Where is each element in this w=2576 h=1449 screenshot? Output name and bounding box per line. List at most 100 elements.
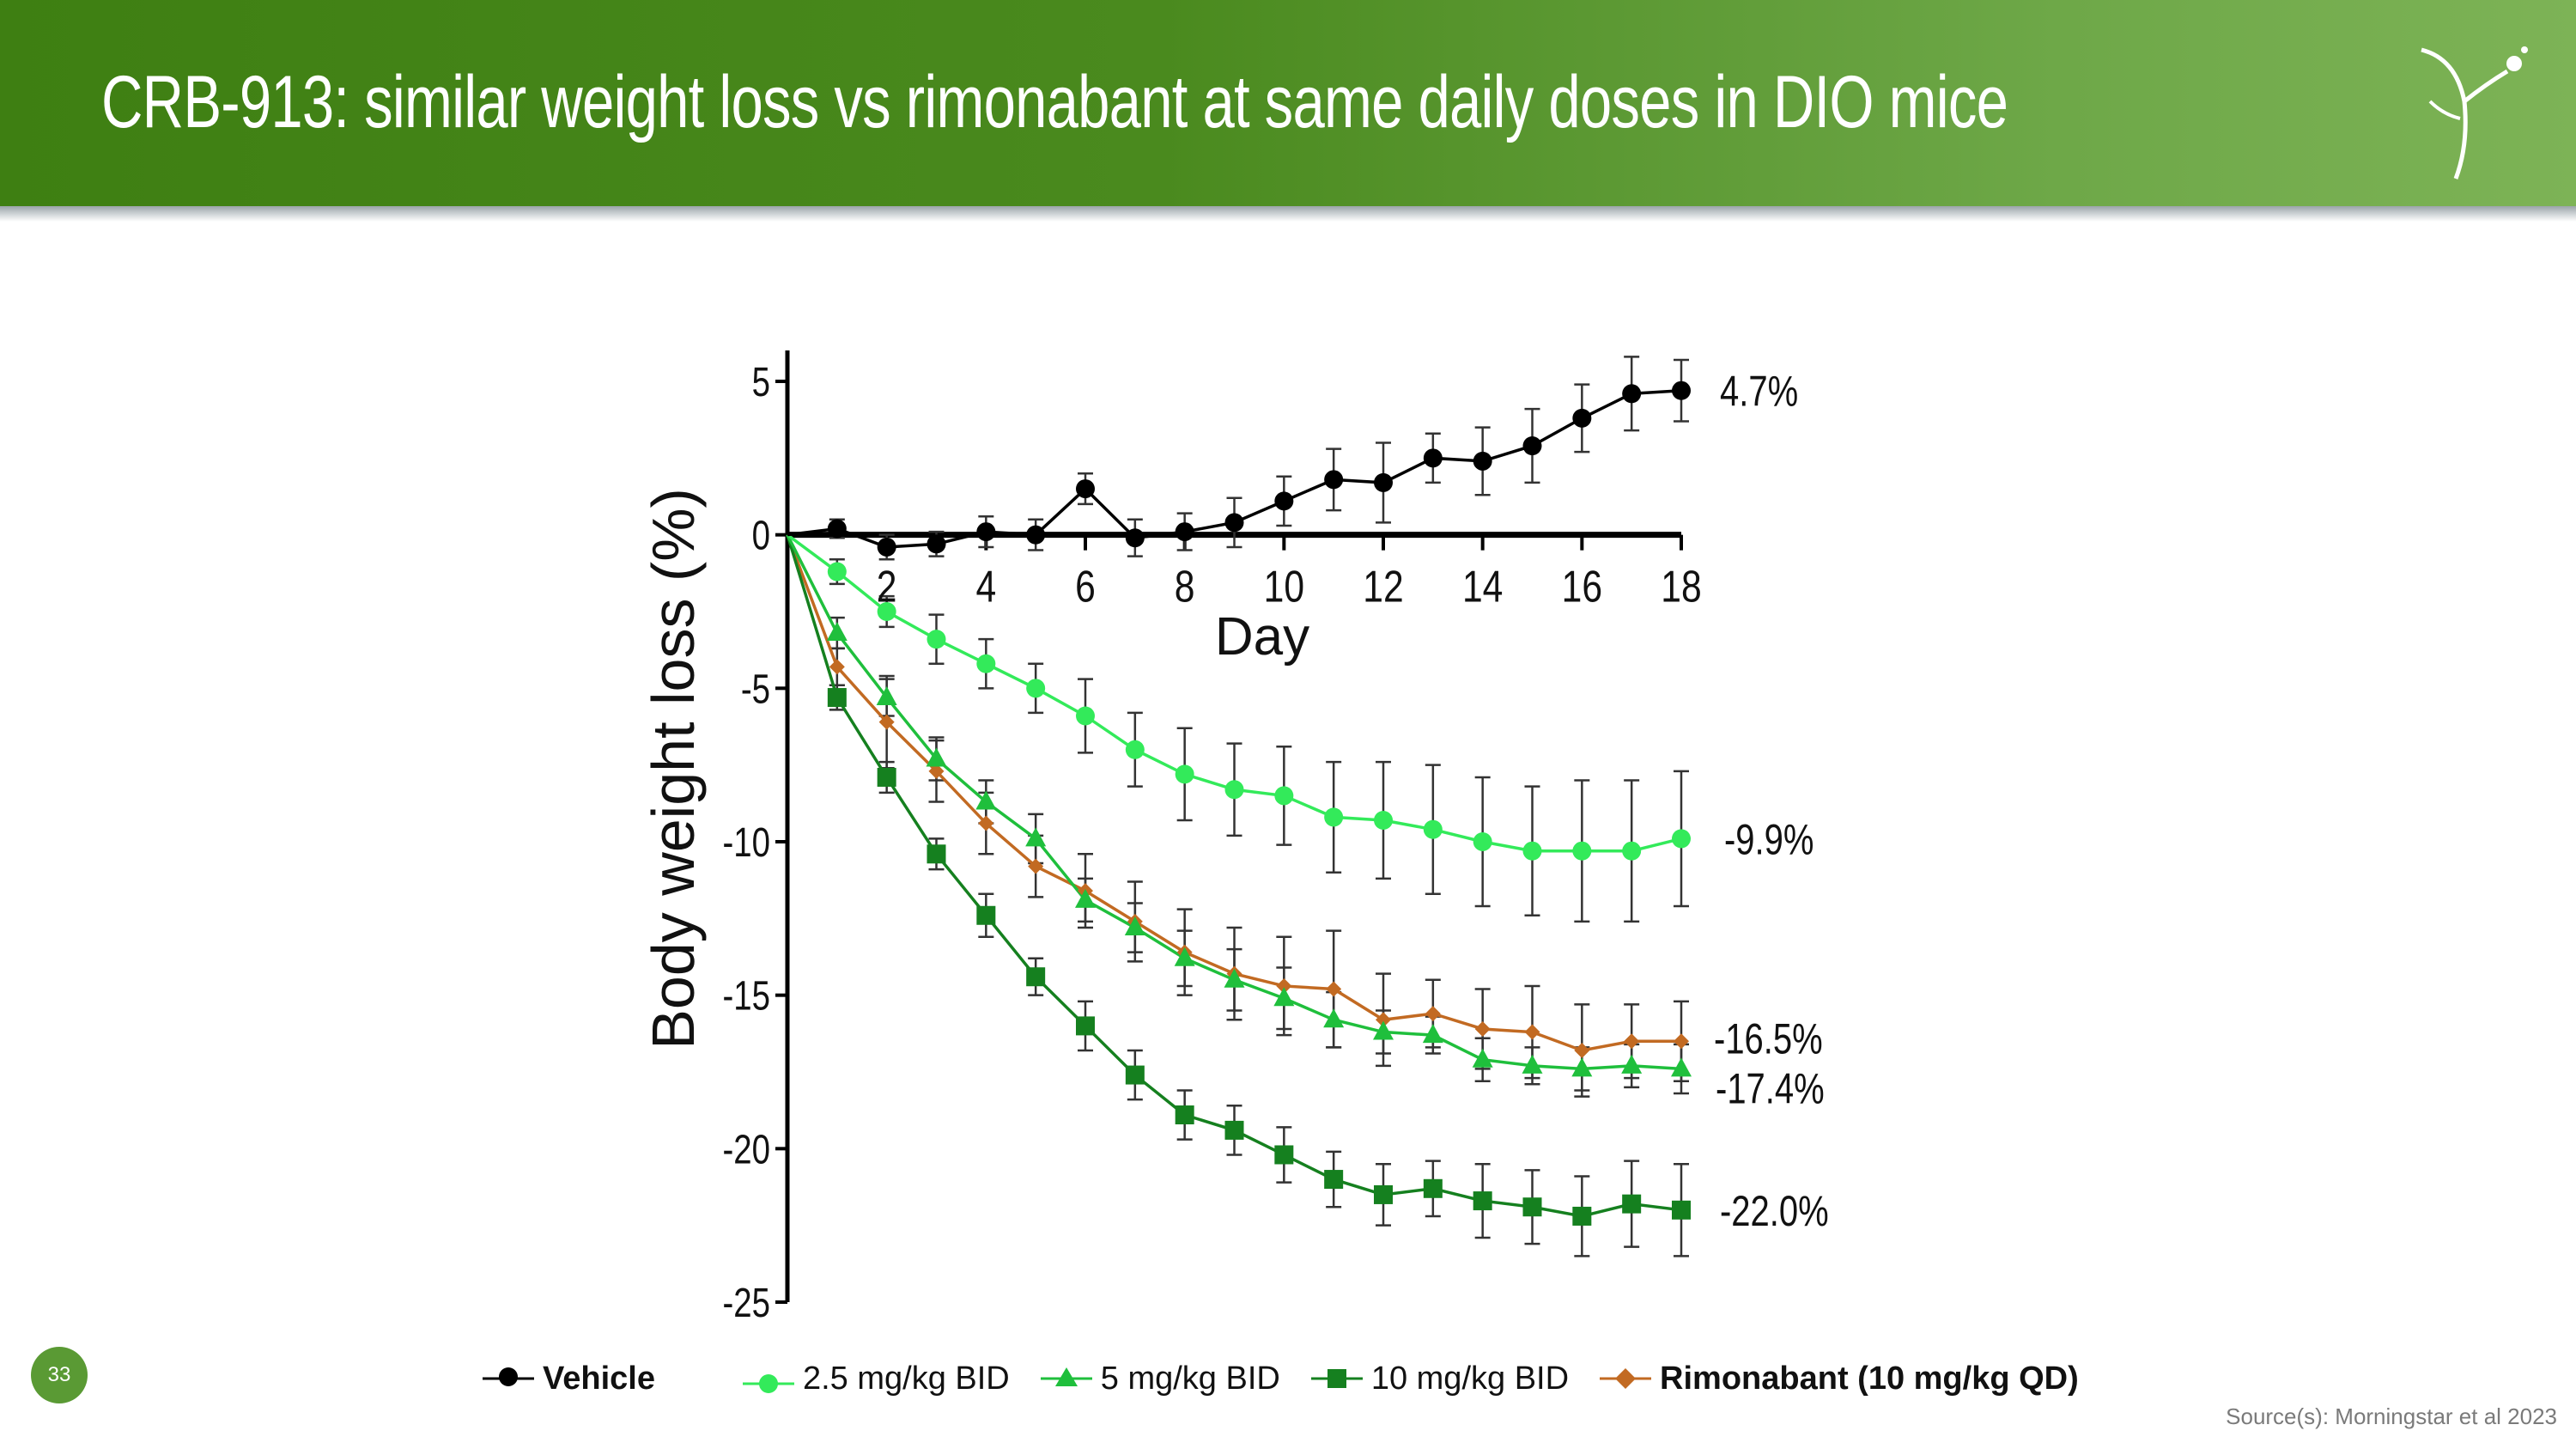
data-point <box>1276 977 1292 994</box>
data-point <box>1522 1197 1542 1217</box>
data-point <box>1572 841 1592 861</box>
y-tick-label: -10 <box>723 820 770 866</box>
data-point <box>1076 479 1095 499</box>
slide-title: CRB-913: similar weight loss vs rimonaba… <box>101 61 2008 143</box>
data-point <box>1025 827 1047 847</box>
x-tick-label: 12 <box>1363 563 1403 612</box>
data-point <box>1522 1054 1543 1074</box>
data-point <box>1574 1042 1590 1058</box>
data-point <box>975 790 997 810</box>
data-point <box>1174 947 1195 966</box>
tick-labels: 5 0 -5 -10 -15 -20 -25 2 4 6 8 10 12 14 16 18 <box>723 360 1702 1326</box>
data-point <box>1324 470 1344 490</box>
chart-axes <box>775 350 1683 1304</box>
data-point <box>1473 832 1492 851</box>
data-point <box>1175 764 1194 784</box>
y-tick-label: -25 <box>723 1281 770 1326</box>
y-tick-label: -20 <box>723 1127 770 1172</box>
data-point <box>826 622 848 642</box>
data-point <box>1175 1105 1194 1125</box>
data-point <box>1374 810 1393 830</box>
data-point <box>978 815 994 831</box>
data-point <box>1522 436 1542 456</box>
data-point <box>1671 1057 1692 1077</box>
x-tick-label: 16 <box>1562 563 1602 612</box>
legend-marker-icon <box>483 1367 534 1386</box>
data-point <box>1028 858 1044 874</box>
end-label: -16.5% <box>1714 1014 1823 1062</box>
data-point <box>1076 1016 1095 1036</box>
legend-item-2-5mg: 2.5 mg/kg BID <box>741 1361 1010 1397</box>
data-point <box>1672 381 1691 400</box>
data-point <box>1572 408 1592 428</box>
data-point <box>1075 888 1096 908</box>
data-point <box>1224 780 1244 800</box>
data-point <box>1076 706 1095 726</box>
legend-marker-icon <box>1310 1369 1363 1388</box>
legend-label: 2.5 mg/kg BID <box>802 1360 1010 1397</box>
legend-item-10mg: 10 mg/kg BID <box>1309 1361 1569 1397</box>
data-point <box>1624 1033 1640 1050</box>
data-point <box>829 659 845 675</box>
data-point <box>1473 451 1492 471</box>
data-point <box>1674 1033 1689 1050</box>
legend-label: Rimonabant (10 mg/kg QD) <box>1660 1360 2079 1397</box>
slide-header <box>0 0 2576 206</box>
data-point <box>877 767 896 787</box>
y-tick-label: -15 <box>723 974 770 1020</box>
x-tick-label: 6 <box>1075 563 1096 612</box>
data-point <box>1323 1008 1345 1028</box>
data-point <box>1423 1178 1443 1198</box>
data-point <box>1524 1024 1540 1040</box>
data-point <box>827 562 847 581</box>
data-point <box>1274 1145 1294 1165</box>
data-point <box>1522 841 1542 861</box>
data-point <box>1026 967 1046 987</box>
end-label: 4.7% <box>1720 367 1798 415</box>
data-point <box>1324 1170 1344 1190</box>
data-point <box>927 630 946 649</box>
data-point <box>1622 384 1642 404</box>
data-point <box>1324 807 1344 827</box>
data-point <box>1472 1048 1493 1068</box>
x-tick-label: 2 <box>877 563 897 612</box>
header-divider <box>0 206 2576 222</box>
x-tick-label: 8 <box>1175 563 1195 612</box>
data-point <box>1124 916 1145 936</box>
data-point <box>927 534 946 554</box>
legend-item-rimonabant: Rimonabant (10 mg/kg QD) <box>1598 1361 2079 1397</box>
data-point <box>1224 513 1244 533</box>
legend-marker-icon <box>1600 1368 1652 1389</box>
legend-item-5mg: 5 mg/kg BID <box>1039 1361 1280 1397</box>
data-point <box>1026 525 1046 545</box>
data-point <box>1224 1120 1244 1140</box>
data-point <box>1274 786 1294 806</box>
data-point <box>1621 1054 1643 1074</box>
y-tick-label: 0 <box>752 514 770 559</box>
data-point <box>1273 987 1295 1007</box>
data-point <box>1474 1020 1491 1037</box>
x-tick-label: 10 <box>1264 563 1304 612</box>
data-point <box>878 714 895 730</box>
data-point <box>976 654 996 673</box>
data-point <box>1274 491 1294 511</box>
legend-label: Vehicle <box>543 1360 655 1397</box>
end-label: -17.4% <box>1716 1064 1825 1112</box>
data-point <box>1423 448 1443 468</box>
x-axis-label: Day <box>1215 607 1309 667</box>
series-markers <box>826 381 1692 1226</box>
data-point <box>1224 968 1245 988</box>
data-point <box>1374 472 1393 492</box>
legend-marker-icon <box>742 1374 794 1393</box>
data-point <box>877 537 896 557</box>
data-point <box>1672 829 1691 849</box>
legend-label: 5 mg/kg BID <box>1100 1360 1280 1397</box>
legend-label: 10 mg/kg BID <box>1370 1360 1570 1397</box>
source-citation: Source(s): Morningstar et al 2023 <box>2226 1403 2557 1429</box>
data-point <box>1622 1194 1642 1214</box>
legend-marker-icon <box>1040 1367 1092 1386</box>
data-point <box>927 844 946 864</box>
data-point <box>926 747 947 767</box>
data-point <box>1425 1006 1441 1022</box>
